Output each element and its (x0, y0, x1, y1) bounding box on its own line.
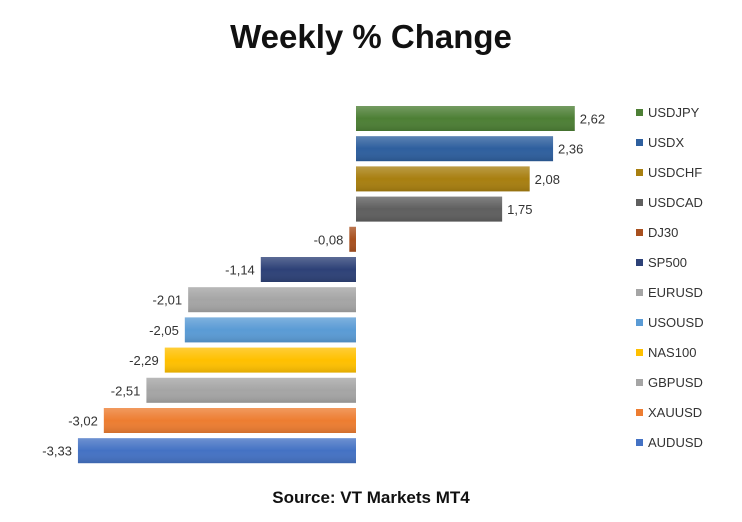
bar-gbpusd (146, 377, 356, 403)
value-label-usdcad: 1,75 (507, 202, 532, 217)
bar-eurusd (188, 287, 356, 313)
legend-swatch-eurusd (636, 289, 643, 296)
legend-swatch-nas100 (636, 349, 643, 356)
value-label-dj30: -0,08 (314, 232, 344, 247)
bar-audusd (77, 438, 356, 464)
legend-item-audusd: AUDUSD (636, 435, 703, 450)
legend-label-usousd: USOUSD (648, 315, 704, 330)
chart-title: Weekly % Change (230, 18, 512, 55)
legend-label-nas100: NAS100 (648, 345, 696, 360)
legend-swatch-sp500 (636, 259, 643, 266)
legend-swatch-xauusd (636, 409, 643, 416)
bar-usdjpy (356, 106, 575, 131)
bar-dj30 (349, 226, 356, 252)
legend-label-gbpusd: GBPUSD (648, 375, 703, 390)
value-label-usousd: -2,05 (149, 323, 179, 338)
value-labels-group: 2,62 2,36 2,081,75 -0,08 -1,14 -2,01 -2,05 -2,2… (42, 112, 605, 459)
legend-item-usdjpy: USDJPY (636, 105, 700, 120)
value-label-gbpusd: -2,51 (111, 383, 141, 398)
legend-label-dj30: DJ30 (648, 225, 678, 240)
legend-item-eurusd: EURUSD (636, 285, 703, 300)
legend-label-usdx: USDX (648, 135, 684, 150)
legend-label-xauusd: XAUUSD (648, 405, 702, 420)
bars-group (77, 106, 575, 464)
bar-usousd (184, 317, 356, 343)
legend-item-usdcad: USDCAD (636, 195, 703, 210)
legend-label-usdcad: USDCAD (648, 195, 703, 210)
legend-item-xauusd: XAUUSD (636, 405, 702, 420)
value-label-nas100: -2,29 (129, 353, 159, 368)
value-label-eurusd: -2,01 (153, 293, 183, 308)
legend-swatch-usousd (636, 319, 643, 326)
legend-item-gbpusd: GBPUSD (636, 375, 703, 390)
bar-usdx (356, 136, 554, 162)
value-label-usdx: 2,36 (558, 142, 583, 157)
legend-swatch-usdcad (636, 199, 643, 206)
legend-label-audusd: AUDUSD (648, 435, 703, 450)
legend-label-eurusd: EURUSD (648, 285, 703, 300)
bar-nas100 (164, 347, 356, 373)
bar-usdchf (356, 166, 530, 192)
legend-item-nas100: NAS100 (636, 345, 696, 360)
legend-swatch-usdchf (636, 169, 643, 176)
legend-label-usdjpy: USDJPY (648, 105, 700, 120)
bar-sp500 (260, 257, 356, 282)
value-label-audusd: -3,33 (42, 444, 72, 459)
legend-item-dj30: DJ30 (636, 225, 678, 240)
legend-swatch-audusd (636, 439, 643, 446)
value-label-usdchf: 2,08 (535, 172, 560, 187)
legend-label-usdchf: USDCHF (648, 165, 702, 180)
bar-usdcad (356, 196, 503, 222)
legend-swatch-dj30 (636, 229, 643, 236)
legend-item-usdx: USDX (636, 135, 684, 150)
legend-item-sp500: SP500 (636, 255, 687, 270)
value-label-usdjpy: 2,62 (580, 112, 605, 127)
legend-item-usdchf: USDCHF (636, 165, 702, 180)
value-label-xauusd: -3,02 (68, 414, 98, 429)
source-note: Source: VT Markets MT4 (272, 488, 470, 507)
legend-swatch-usdx (636, 139, 643, 146)
legend-swatch-gbpusd (636, 379, 643, 386)
legend-label-sp500: SP500 (648, 255, 687, 270)
value-label-sp500: -1,14 (225, 263, 255, 278)
bar-xauusd (103, 408, 356, 433)
legend-swatch-usdjpy (636, 109, 643, 116)
legend: USDJPY USDX USDCHF USDCAD DJ30 SP500 EURUSD USO… (636, 105, 704, 450)
legend-item-usousd: USOUSD (636, 315, 704, 330)
